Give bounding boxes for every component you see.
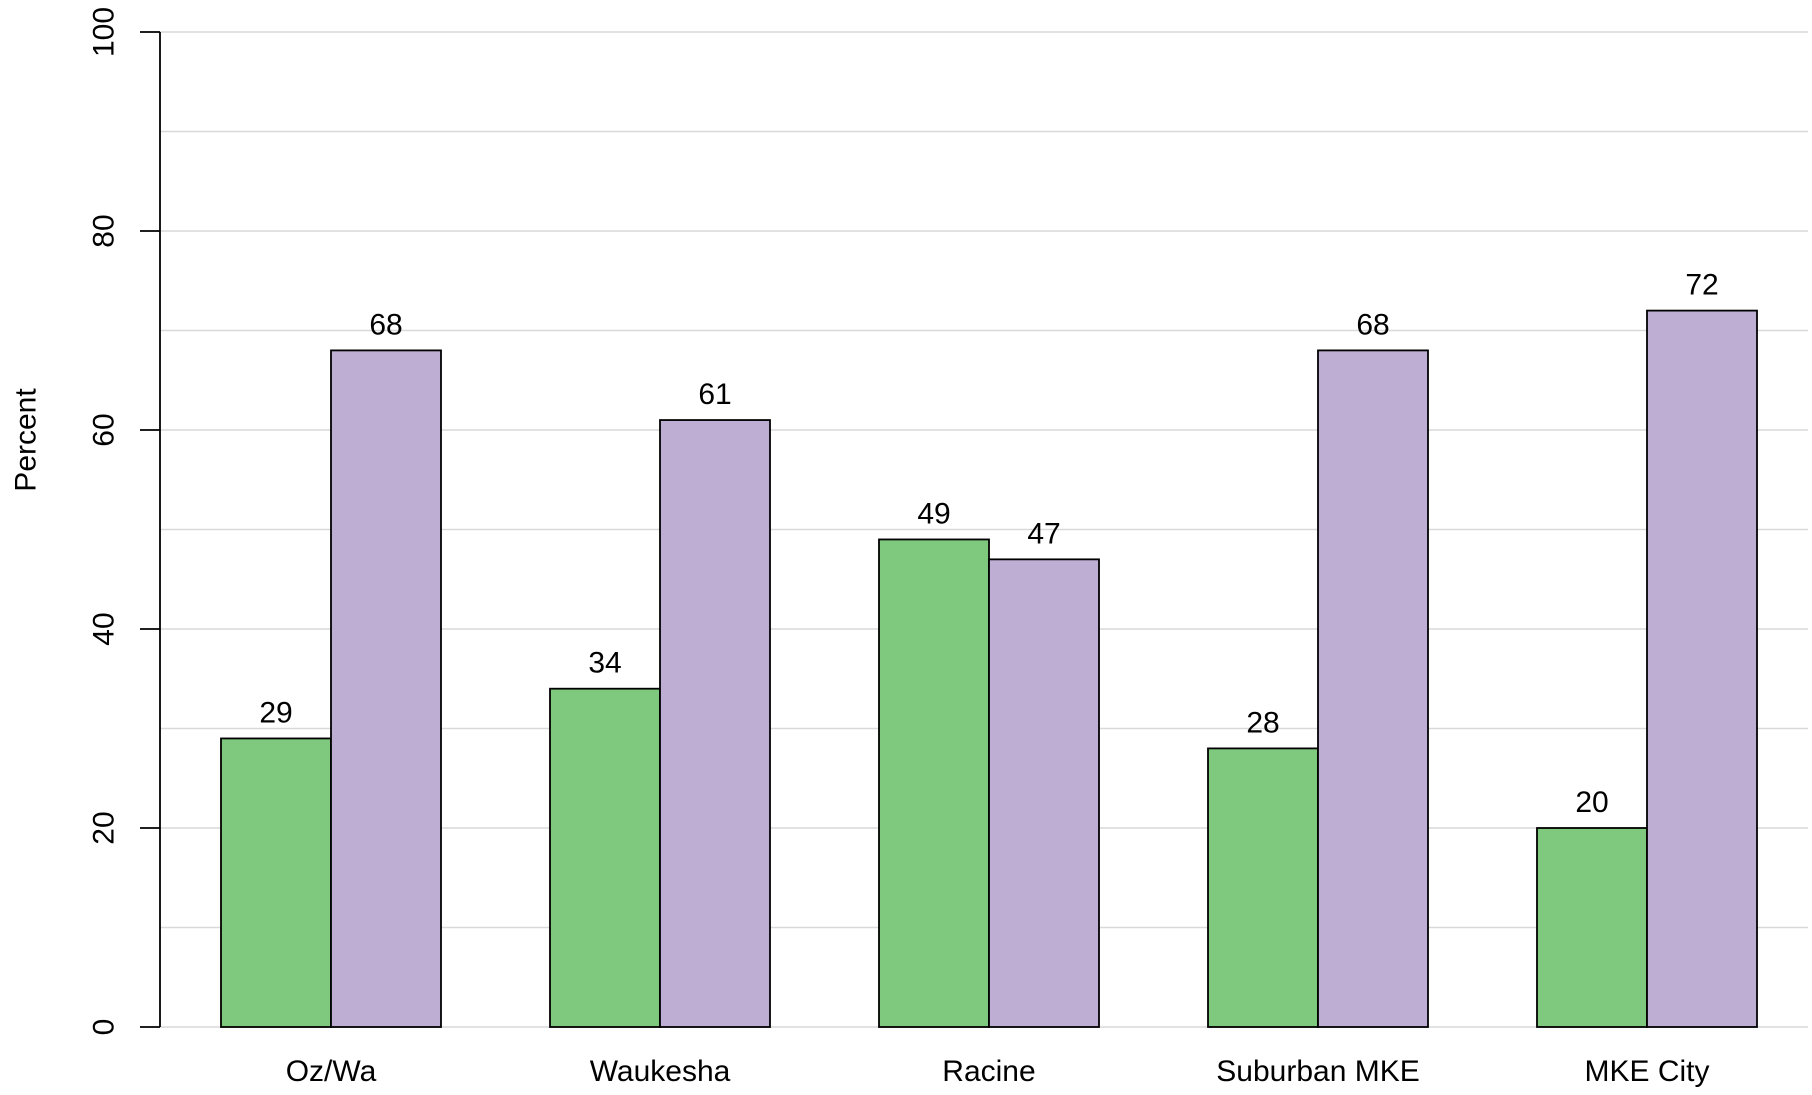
bar-value-label: 29	[259, 696, 292, 729]
y-tick-label-60: 60	[88, 413, 121, 446]
x-tick-label-waukesha: Waukesha	[590, 1055, 731, 1088]
bar-value-label: 34	[588, 647, 621, 680]
bar-value-label: 68	[1356, 308, 1389, 341]
x-tick-label-mke-city: MKE City	[1584, 1055, 1709, 1088]
bar-value-label: 68	[369, 308, 402, 341]
x-axis-tick-labels: Oz/Wa Waukesha Racine Suburban MKE MKE City	[286, 1055, 1710, 1088]
bar-oz-wa-series-1	[220, 737, 332, 1028]
bar-value-label: 20	[1575, 786, 1608, 819]
x-tick-label-oz-wa: Oz/Wa	[286, 1055, 377, 1088]
x-tick-label-suburban-mke: Suburban MKE	[1216, 1055, 1419, 1088]
bar-value-label: 47	[1027, 517, 1060, 550]
y-tick-label-0: 0	[88, 1019, 121, 1036]
bar-waukesha-series-2	[659, 419, 771, 1028]
bars	[220, 309, 1758, 1028]
bar-value-label: 28	[1246, 706, 1279, 739]
bar-racine-series-2	[988, 558, 1100, 1028]
bar-mke-city-series-1	[1536, 827, 1648, 1028]
y-tick-label-80: 80	[88, 214, 121, 247]
bar-racine-series-1	[878, 538, 990, 1028]
bar-value-label: 72	[1685, 269, 1718, 302]
y-tick-label-40: 40	[88, 612, 121, 645]
bar-suburban-mke-series-1	[1207, 747, 1319, 1028]
y-axis-label: Percent	[10, 388, 43, 492]
bar-value-label: 61	[698, 378, 731, 411]
x-tick-label-racine: Racine	[942, 1055, 1035, 1088]
y-tick-label-100: 100	[88, 7, 121, 57]
bar-mke-city-series-2	[1646, 309, 1758, 1028]
y-axis: 0 20 40 60 80 100	[88, 7, 161, 1035]
bar-value-label: 49	[917, 497, 950, 530]
y-tick-label-20: 20	[88, 811, 121, 844]
bar-suburban-mke-series-2	[1317, 349, 1429, 1028]
bar-value-labels: 29 34 49 28 20 68 61 47 68 72	[259, 269, 1718, 819]
bar-oz-wa-series-2	[330, 349, 442, 1028]
bar-waukesha-series-1	[549, 687, 661, 1028]
